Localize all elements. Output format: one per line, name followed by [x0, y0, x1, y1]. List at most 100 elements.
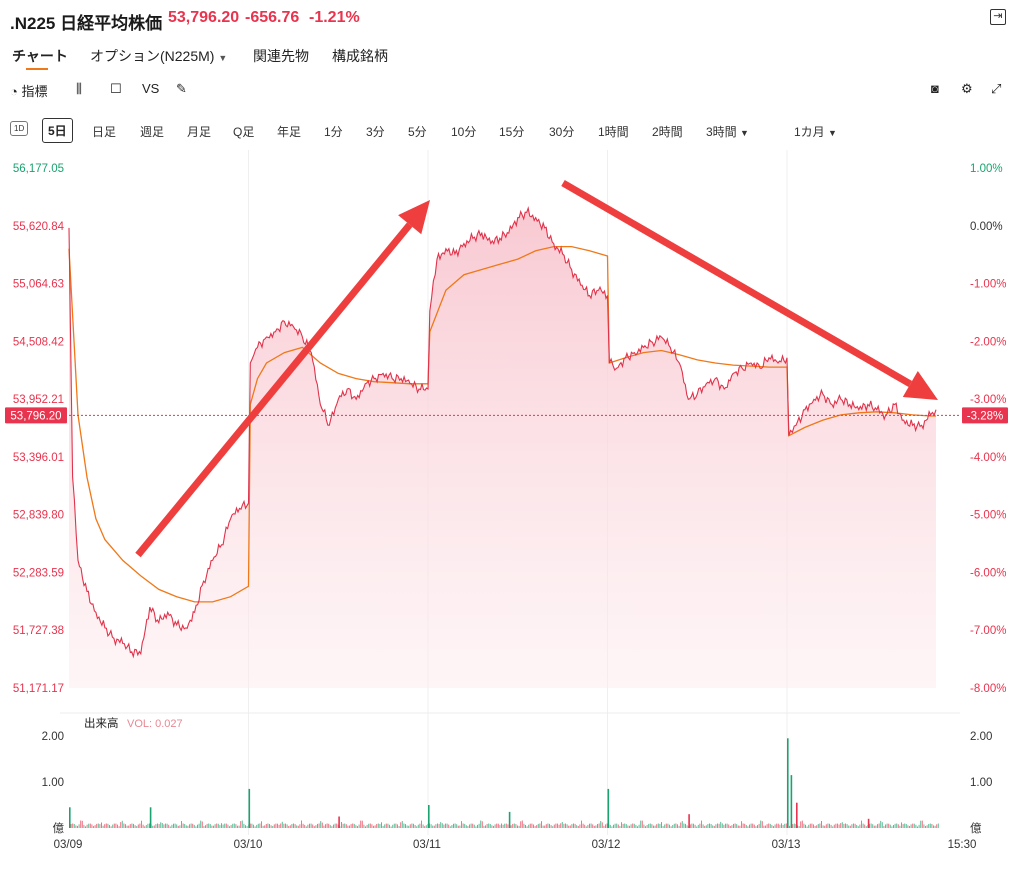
volume-bar	[627, 825, 629, 828]
volume-bar	[745, 825, 747, 828]
exit-fullscreen-icon[interactable]: ⇥	[990, 9, 1006, 25]
volume-bar	[299, 824, 301, 828]
period-item[interactable]: 1分	[324, 125, 343, 139]
period-item[interactable]: 3分	[366, 125, 385, 139]
volume-bar	[734, 823, 736, 828]
tab-options[interactable]: オプション(N225M) ▼	[90, 48, 228, 64]
volume-bar	[768, 823, 770, 828]
period-item[interactable]: 年足	[277, 125, 302, 139]
volume-bar	[464, 823, 466, 828]
price-line	[68, 205, 937, 659]
volume-bar	[425, 825, 427, 828]
period-item[interactable]: 15分	[499, 125, 525, 139]
volume-bar	[475, 826, 477, 828]
volume-bar	[920, 820, 922, 828]
chevron-down-icon: ▼	[218, 53, 228, 63]
volume-bar	[571, 824, 573, 828]
volume-bar	[417, 824, 419, 828]
volume-bar	[246, 826, 248, 828]
volume-bar	[574, 823, 576, 828]
volume-bar	[909, 826, 910, 828]
volume-bar	[133, 823, 134, 828]
volume-bar	[891, 826, 893, 828]
volume-bar	[670, 826, 672, 828]
x-tick-label: 03/09	[54, 839, 83, 851]
period-item[interactable]: 日足	[92, 125, 117, 139]
volume-bar	[753, 824, 755, 828]
volume-bar	[507, 824, 509, 828]
volume-bar	[144, 826, 146, 828]
tab-related-futures[interactable]: 関連先物	[253, 48, 309, 64]
volume-bar	[435, 824, 437, 828]
volume-bar	[934, 825, 936, 828]
volume-bar	[667, 823, 669, 828]
volume-bar	[697, 824, 699, 828]
volume-spike	[428, 805, 430, 828]
camera-icon[interactable]: ◙	[931, 81, 939, 96]
volume-bar	[419, 823, 421, 828]
volume-bar	[363, 824, 365, 828]
volume-bar	[131, 823, 133, 828]
volume-bar	[563, 823, 565, 828]
tab-chart[interactable]: チャート	[12, 48, 68, 64]
period-item[interactable]: 3時間 ▼	[706, 125, 749, 139]
indicators-button[interactable]: ◔ 指標	[10, 84, 48, 99]
volume-bar	[171, 824, 173, 828]
volume-bar	[741, 821, 742, 828]
volume-bar	[198, 823, 200, 828]
volume-bar	[405, 824, 406, 828]
volume-bar	[365, 826, 366, 828]
candlestick-icon[interactable]: ⫼	[76, 81, 82, 96]
period-item[interactable]: 10分	[451, 125, 477, 139]
x-tick-label: 03/13	[772, 839, 801, 851]
volume-bar	[101, 822, 102, 828]
period-item[interactable]: 1カ月 ▼	[794, 125, 837, 139]
compare-button[interactable]: VS	[142, 81, 160, 96]
volume-bar	[433, 825, 435, 828]
period-1d[interactable]: 1D	[10, 121, 29, 136]
up-arrow-shaft	[135, 222, 413, 558]
volume-bar	[395, 823, 397, 828]
volume-bar	[742, 823, 744, 828]
y-tick-label: 52,283.59	[13, 567, 64, 579]
volume-bar	[641, 820, 643, 828]
volume-bar	[459, 825, 461, 828]
volume-bar	[334, 823, 336, 828]
volume-bar	[769, 823, 771, 828]
period-item[interactable]: 1時間	[598, 125, 629, 139]
volume-bar	[750, 823, 752, 828]
volume-bar	[277, 823, 278, 828]
volume-bar	[261, 821, 262, 828]
volume-bar	[325, 824, 326, 828]
volume-bar	[721, 823, 723, 828]
square-icon[interactable]: ☐	[110, 81, 122, 96]
period-item[interactable]: 2時間	[652, 125, 683, 139]
pen-icon[interactable]: ✎	[176, 81, 187, 96]
volume-bar	[432, 825, 434, 828]
period-item[interactable]: 30分	[549, 125, 575, 139]
volume-bar	[633, 823, 635, 828]
tab-constituents[interactable]: 構成銘柄	[332, 48, 388, 64]
volume-bar	[736, 824, 738, 828]
volume-bar	[800, 821, 802, 828]
volume-bar	[673, 823, 675, 828]
period-5day[interactable]: 5日	[42, 118, 73, 143]
period-item[interactable]: 週足	[140, 125, 165, 139]
volume-bar	[222, 824, 224, 828]
volume-bar	[233, 823, 235, 828]
volume-bar	[168, 824, 170, 828]
period-item[interactable]: 5分	[408, 125, 427, 139]
volume-bar	[693, 823, 694, 828]
volume-bar	[569, 825, 571, 828]
fullscreen-icon[interactable]: ⤢	[991, 81, 1002, 96]
volume-bar	[784, 823, 786, 828]
volume-bar	[704, 825, 706, 828]
chart-toolbar: ◔ 指標 ⫼ ☐ VS ✎ ◙ ⚙ ⤢	[0, 78, 1024, 102]
period-item[interactable]: 月足	[187, 125, 212, 139]
period-item[interactable]: Q足	[233, 125, 255, 139]
volume-bar	[931, 824, 933, 828]
volume-bar	[525, 825, 526, 828]
gear-icon[interactable]: ⚙	[961, 81, 973, 96]
volume-bar	[499, 824, 501, 828]
volume-bar	[814, 825, 816, 828]
